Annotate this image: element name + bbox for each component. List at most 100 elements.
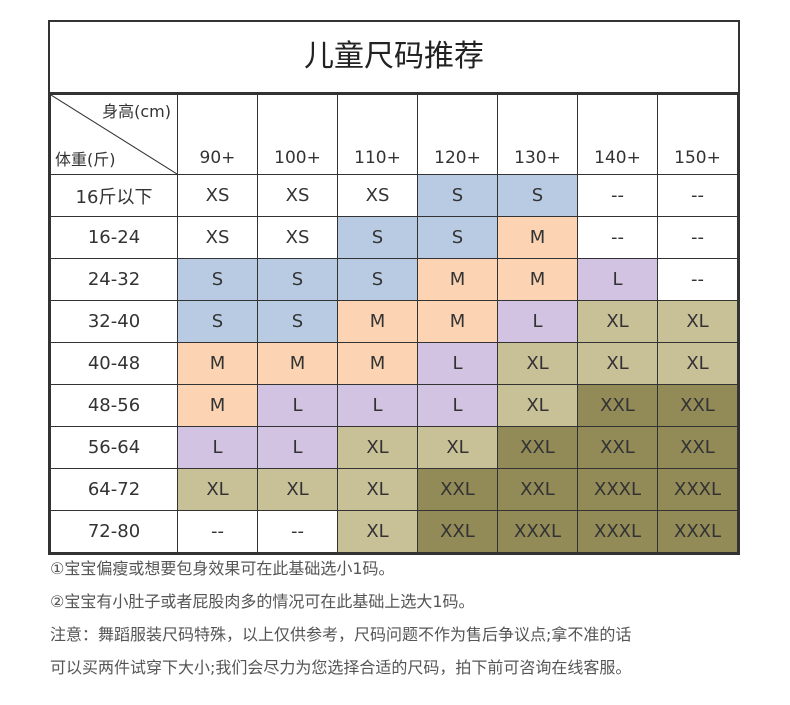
size-cell: L <box>417 384 498 427</box>
size-cell: XXL <box>577 384 658 427</box>
size-cell: XXL <box>577 426 658 469</box>
chart-title: 儿童尺码推荐 <box>50 22 738 94</box>
size-cell: XXL <box>417 510 498 553</box>
size-cell: M <box>177 384 258 427</box>
table-row: 24-32 S S S M M L -- <box>50 258 738 301</box>
size-cell: XL <box>177 468 258 511</box>
size-cell: S <box>417 216 498 259</box>
height-label: 身高(cm) <box>102 102 171 121</box>
size-cell: XL <box>497 342 578 385</box>
size-cell: XL <box>337 468 418 511</box>
size-cell: -- <box>577 174 658 217</box>
size-cell: XS <box>257 216 338 259</box>
note-2: ②宝宝有小肚子或者屁股肉多的情况可在此基础上选大1码。 <box>50 592 475 611</box>
header-row: 身高(cm) 体重(斤) 90+ 100+ 110+ 120+ 130+ 140+ 150+ <box>50 94 738 175</box>
table-row: 56-64 L L XL XL XXL XXL XXL <box>50 426 738 469</box>
table-row: 16-24 XS XS S S M -- -- <box>50 216 738 259</box>
table-row: 64-72 XL XL XL XXL XXL XXXL XXXL <box>50 468 738 511</box>
size-cell: S <box>177 300 258 343</box>
size-chart: 儿童尺码推荐 身高(cm) 体重(斤) 90+ 100+ 110+ 120+ 130+ 1… <box>48 20 740 555</box>
size-cell: S <box>497 174 578 217</box>
weight-cell: 32-40 <box>50 300 178 343</box>
size-cell: M <box>497 216 578 259</box>
size-cell: M <box>417 258 498 301</box>
size-cell: XS <box>177 174 258 217</box>
size-cell: L <box>497 300 578 343</box>
height-header: 90+ <box>177 94 258 175</box>
size-cell: XL <box>577 300 658 343</box>
table-row: 40-48 M M M L XL XL XL <box>50 342 738 385</box>
table-row: 72-80 -- -- XL XXL XXXL XXXL XXXL <box>50 510 738 553</box>
note-1: ①宝宝偏瘦或想要包身效果可在此基础选小1码。 <box>50 559 395 578</box>
size-cell: S <box>177 258 258 301</box>
size-cell: M <box>257 342 338 385</box>
size-cell: XXXL <box>497 510 578 553</box>
size-cell: L <box>177 426 258 469</box>
height-header: 130+ <box>497 94 578 175</box>
note-3: 注意：舞蹈服装尺码特殊，以上仅供参考，尺码问题不作为售后争议点;拿不准的话 <box>50 625 632 644</box>
height-header: 140+ <box>577 94 658 175</box>
size-cell: -- <box>257 510 338 553</box>
size-cell: XL <box>337 426 418 469</box>
size-cell: L <box>577 258 658 301</box>
size-cell: L <box>257 384 338 427</box>
size-cell: S <box>337 258 418 301</box>
weight-label: 体重(斤) <box>55 150 116 169</box>
size-cell: XXL <box>497 468 578 511</box>
size-cell: XS <box>177 216 258 259</box>
size-cell: -- <box>177 510 258 553</box>
size-cell: S <box>337 216 418 259</box>
size-cell: XL <box>417 426 498 469</box>
height-header: 120+ <box>417 94 498 175</box>
size-cell: XL <box>657 300 738 343</box>
size-cell: -- <box>657 258 738 301</box>
size-table: 身高(cm) 体重(斤) 90+ 100+ 110+ 120+ 130+ 140+ 150+… <box>50 94 738 553</box>
table-row: 32-40 S S M M L XL XL <box>50 300 738 343</box>
weight-cell: 48-56 <box>50 384 178 427</box>
table-row: 16斤以下 XS XS XS S S -- -- <box>50 174 738 217</box>
diagonal-line <box>51 95 177 174</box>
size-cell: L <box>417 342 498 385</box>
size-cell: -- <box>657 174 738 217</box>
size-cell: XL <box>257 468 338 511</box>
height-header: 150+ <box>657 94 738 175</box>
weight-cell: 16斤以下 <box>50 174 178 217</box>
notes: ①宝宝偏瘦或想要包身效果可在此基础选小1码。 ②宝宝有小肚子或者屁股肉多的情况可… <box>50 552 631 684</box>
size-cell: S <box>257 300 338 343</box>
size-cell: XXXL <box>577 468 658 511</box>
height-header: 100+ <box>257 94 338 175</box>
size-cell: XL <box>337 510 418 553</box>
size-cell: XS <box>257 174 338 217</box>
corner-cell: 身高(cm) 体重(斤) <box>50 94 178 175</box>
size-cell: -- <box>657 216 738 259</box>
size-cell: XXL <box>417 468 498 511</box>
weight-cell: 40-48 <box>50 342 178 385</box>
size-cell: XXL <box>497 426 578 469</box>
size-cell: XL <box>657 342 738 385</box>
size-cell: S <box>417 174 498 217</box>
size-cell: XXXL <box>577 510 658 553</box>
size-cell: M <box>177 342 258 385</box>
table-row: 48-56 M L L L XL XXL XXL <box>50 384 738 427</box>
weight-cell: 24-32 <box>50 258 178 301</box>
size-cell: XXL <box>657 426 738 469</box>
size-cell: XL <box>497 384 578 427</box>
size-cell: XL <box>577 342 658 385</box>
size-cell: -- <box>577 216 658 259</box>
size-cell: L <box>257 426 338 469</box>
size-cell: S <box>257 258 338 301</box>
size-cell: XXXL <box>657 510 738 553</box>
note-4: 可以买两件试穿下大小;我们会尽力为您选择合适的尺码，拍下前可咨询在线客服。 <box>50 658 632 677</box>
height-header: 110+ <box>337 94 418 175</box>
size-cell: M <box>337 300 418 343</box>
size-cell: L <box>337 384 418 427</box>
size-cell: M <box>337 342 418 385</box>
size-cell: XXL <box>657 384 738 427</box>
weight-cell: 64-72 <box>50 468 178 511</box>
size-cell: XXXL <box>657 468 738 511</box>
size-cell: M <box>497 258 578 301</box>
size-cell: M <box>417 300 498 343</box>
weight-cell: 16-24 <box>50 216 178 259</box>
size-cell: XS <box>337 174 418 217</box>
weight-cell: 72-80 <box>50 510 178 553</box>
